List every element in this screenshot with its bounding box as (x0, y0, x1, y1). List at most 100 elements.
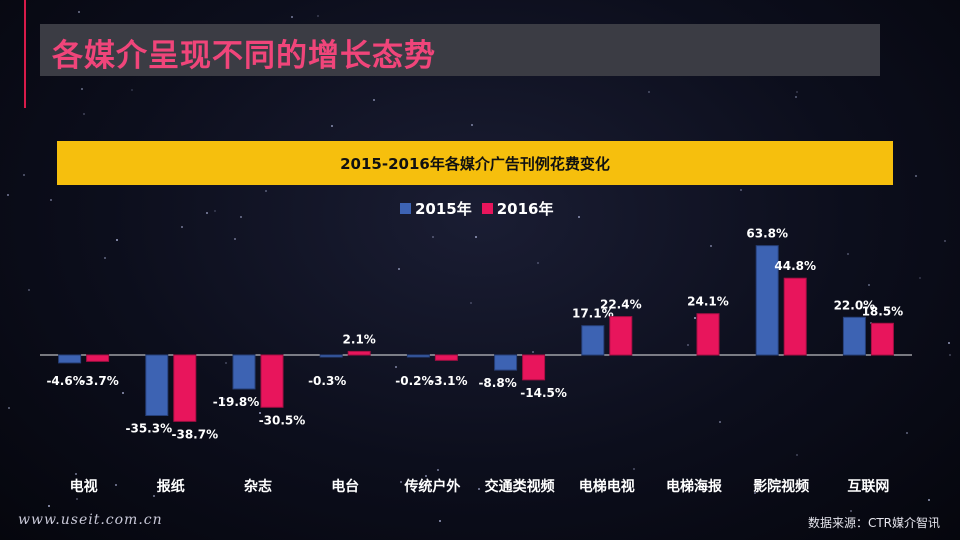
star (740, 189, 743, 192)
category-label: 报纸 (157, 478, 185, 495)
category-label: 影院视频 (753, 478, 809, 495)
legend-item-2016: 2016年 (481, 198, 554, 219)
bar-2016 (870, 322, 894, 356)
star (121, 391, 124, 394)
star (47, 505, 50, 508)
star (223, 398, 226, 401)
star (795, 95, 798, 98)
data-label: -19.8% (213, 395, 260, 409)
chart-title-banner: 2015-2016年各媒介广告刊例花费变化 (57, 141, 893, 185)
data-label: -38.7% (171, 427, 218, 441)
category-label: 电台 (331, 478, 359, 495)
data-source: 数据来源：CTR媒介智讯 (807, 516, 940, 530)
star (115, 483, 118, 486)
star (115, 238, 118, 241)
star (78, 11, 81, 14)
bar-2015 (494, 354, 518, 371)
star (425, 474, 428, 477)
star (686, 343, 689, 346)
star (439, 520, 442, 523)
star (27, 288, 30, 291)
star (477, 487, 480, 490)
data-label: -8.8% (478, 376, 516, 390)
star (944, 239, 947, 242)
star (531, 350, 534, 353)
star (849, 510, 852, 512)
data-label: -4.6% (46, 374, 84, 388)
star (577, 216, 580, 219)
bar-2015 (145, 354, 169, 417)
category-label: 交通类视频 (485, 478, 555, 495)
slide-title: 各媒介呈现不同的增长态势 (52, 38, 436, 74)
star (291, 15, 294, 18)
data-label: 17.1% (572, 307, 614, 321)
star (648, 90, 651, 93)
star (398, 267, 401, 270)
bar-2015 (319, 354, 343, 358)
data-label: 18.5% (862, 304, 904, 318)
star (948, 341, 951, 344)
bar-2016 (609, 316, 633, 356)
star (104, 257, 107, 260)
bar-2016 (173, 354, 197, 422)
data-label: 22.4% (600, 298, 642, 312)
bar-2015 (58, 354, 82, 364)
data-label: 44.8% (774, 259, 816, 273)
data-label: -3.1% (429, 374, 467, 388)
star (919, 276, 922, 279)
data-label: -35.3% (125, 422, 172, 436)
star (206, 211, 209, 214)
category-label: 杂志 (244, 478, 272, 495)
star (868, 284, 870, 287)
data-label: 63.8% (746, 227, 788, 241)
star (23, 174, 26, 177)
data-label: 2.1% (343, 332, 376, 346)
accent-line (24, 0, 26, 108)
star (399, 481, 402, 484)
bar-2016 (86, 354, 110, 362)
legend-swatch-2015 (400, 203, 411, 214)
star (76, 498, 79, 501)
data-label: 22.0% (834, 298, 876, 312)
star (927, 498, 930, 501)
star (795, 90, 798, 93)
bar-2015 (755, 245, 779, 356)
star (225, 361, 228, 364)
star (421, 202, 424, 205)
star (471, 123, 474, 126)
star (130, 88, 133, 91)
star (536, 262, 539, 265)
star (394, 366, 397, 369)
star (846, 253, 849, 256)
bar-2015 (232, 354, 256, 390)
star (915, 174, 918, 177)
bar-2016 (434, 354, 458, 361)
star (264, 189, 267, 192)
star (316, 14, 319, 17)
legend-swatch-2016 (481, 203, 493, 214)
star (869, 322, 872, 325)
data-label: -3.7% (80, 374, 118, 388)
category-label: 互联网 (847, 479, 889, 495)
data-label: -14.5% (520, 386, 567, 400)
star (469, 301, 472, 304)
bar-2016 (783, 277, 807, 356)
bar-2016 (696, 313, 720, 356)
star (372, 98, 375, 101)
star (181, 225, 184, 228)
star (431, 236, 434, 239)
star (75, 472, 78, 475)
bar-2015 (581, 325, 605, 356)
watermark: www.useit.com.cn (18, 512, 163, 528)
star (330, 124, 333, 127)
star (82, 113, 85, 116)
star (49, 198, 52, 201)
star (948, 354, 951, 357)
legend-item-2015: 2015年 (400, 198, 472, 219)
star (233, 238, 236, 241)
star (152, 495, 155, 498)
star (437, 469, 440, 472)
legend-label-2016: 2016年 (496, 200, 554, 218)
title-bar (40, 24, 880, 76)
star (710, 245, 713, 248)
